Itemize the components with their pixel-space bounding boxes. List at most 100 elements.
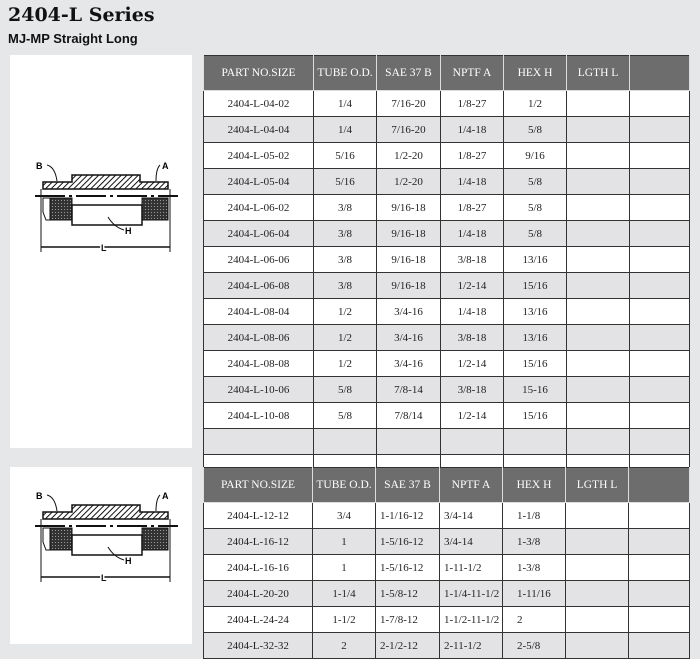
cell-hex-h: 15/16 xyxy=(503,272,567,299)
column-header-hex-h: HEX H xyxy=(502,467,566,503)
cell-extra xyxy=(629,272,690,299)
cell-length-l xyxy=(565,580,629,607)
column-header-length-l: LGTH L xyxy=(565,467,629,503)
cell-extra xyxy=(629,116,690,143)
cell-extra xyxy=(628,632,690,659)
cell-hex-h: 1-1/8 xyxy=(502,502,566,529)
table-row: 2404-L-06-06 3/8 9/16-18 3/8-18 13/16 xyxy=(203,246,690,273)
column-header-nptf-a: NPTF A xyxy=(440,55,504,91)
cell-part-no: 2404-L-08-04 xyxy=(203,298,314,325)
cell-part-no: 2404-L-16-16 xyxy=(203,554,313,581)
cell-hex-h: 5/8 xyxy=(503,116,567,143)
cell-length-l xyxy=(566,272,630,299)
cell-hex-h: 13/16 xyxy=(503,298,567,325)
label-b: B xyxy=(36,161,43,171)
column-header-sae-37-b: SAE 37 B xyxy=(376,55,441,91)
header-row: PART NO.SIZE TUBE O.D. SAE 37 B NPTF A HEX H… xyxy=(203,55,690,91)
cell-sae-37-b: 1/2-20 xyxy=(376,142,441,169)
cell-hex-h: 1/2 xyxy=(503,90,567,117)
cell-nptf-a: 1/2-14 xyxy=(440,402,504,429)
cell-part-no: 2404-L-12-12 xyxy=(203,502,313,529)
table-row: 2404-L-12-12 3/4 1-1/16-12 3/4-14 1-1/8 xyxy=(203,502,690,529)
cell-extra xyxy=(629,298,690,325)
label-h: H xyxy=(125,226,132,236)
column-header-part-no: PART NO.SIZE xyxy=(203,467,313,503)
cell-extra xyxy=(629,168,690,195)
table-row: 2404-L-06-02 3/8 9/16-18 1/8-27 5/8 xyxy=(203,194,690,221)
cell-hex-h: 2-5/8 xyxy=(502,632,566,659)
cell-length-l xyxy=(566,168,630,195)
cell-extra xyxy=(629,428,690,455)
cell-nptf-a: 1/8-27 xyxy=(440,90,504,117)
table-row: 2404-L-04-02 1/4 7/16-20 1/8-27 1/2 xyxy=(203,90,690,117)
column-header-extra xyxy=(629,55,690,91)
cell-extra xyxy=(628,554,690,581)
cell-nptf-a: 3/8-18 xyxy=(440,376,504,403)
cell-length-l xyxy=(565,632,629,659)
cell-extra xyxy=(629,194,690,221)
cell-part-no: 2404-L-05-04 xyxy=(203,168,314,195)
label-b: B xyxy=(36,491,43,501)
cell-nptf-a: 1/4-18 xyxy=(440,220,504,247)
cell-hex-h: 13/16 xyxy=(503,246,567,273)
cell-length-l xyxy=(566,142,630,169)
cell-length-l xyxy=(566,116,630,143)
cell-tube-od: 5/8 xyxy=(313,402,377,429)
cell-part-no: 2404-L-08-08 xyxy=(203,350,314,377)
cell-hex-h: 13/16 xyxy=(503,324,567,351)
cell-part-no: 2404-L-04-04 xyxy=(203,116,314,143)
label-a: A xyxy=(162,491,169,501)
cell-part-no: 2404-L-32-32 xyxy=(203,632,313,659)
column-header-hex-h: HEX H xyxy=(503,55,567,91)
cell-nptf-a: 3/8-18 xyxy=(440,246,504,273)
label-l: L xyxy=(101,573,107,583)
cell-tube-od: 1/4 xyxy=(313,90,377,117)
cell-extra xyxy=(629,142,690,169)
cell-sae-37-b: 9/16-18 xyxy=(376,246,441,273)
cell-sae-37-b: 7/8/14 xyxy=(376,402,441,429)
cell-sae-37-b: 3/4-16 xyxy=(376,324,441,351)
cell-hex-h: 15-16 xyxy=(503,376,567,403)
cell-extra xyxy=(629,324,690,351)
cell-tube-od: 2 xyxy=(312,632,376,659)
table-row: 2404-L-08-08 1/2 3/4-16 1/2-14 15/16 xyxy=(203,350,690,377)
cell-tube-od: 1 xyxy=(312,554,376,581)
page-title: 2404-L Series xyxy=(8,4,155,26)
cell-sae-37-b: 1-1/16-12 xyxy=(375,502,440,529)
cell-hex-h: 15/16 xyxy=(503,402,567,429)
cell-hex-h: 1-3/8 xyxy=(502,554,566,581)
cell-tube-od: 5/16 xyxy=(313,142,377,169)
cell-nptf-a xyxy=(440,428,504,455)
cell-length-l xyxy=(566,298,630,325)
cell-nptf-a: 1/2-14 xyxy=(440,350,504,377)
table-row: 2404-L-08-04 1/2 3/4-16 1/4-18 13/16 xyxy=(203,298,690,325)
cell-hex-h: 5/8 xyxy=(503,168,567,195)
cell-length-l xyxy=(566,90,630,117)
cell-hex-h: 9/16 xyxy=(503,142,567,169)
cell-length-l xyxy=(566,246,630,273)
table-row: 2404-L-06-08 3/8 9/16-18 1/2-14 15/16 xyxy=(203,272,690,299)
cell-nptf-a: 1/8-27 xyxy=(440,194,504,221)
table-row: 2404-L-05-02 5/16 1/2-20 1/8-27 9/16 xyxy=(203,142,690,169)
cell-part-no: 2404-L-10-06 xyxy=(203,376,314,403)
cell-tube-od: 3/8 xyxy=(313,194,377,221)
cell-nptf-a: 3/4-14 xyxy=(439,502,503,529)
cell-part-no: 2404-L-08-06 xyxy=(203,324,314,351)
column-header-tube-od: TUBE O.D. xyxy=(312,467,376,503)
fitting-diagram: B A H L xyxy=(35,491,178,585)
cell-tube-od: 5/8 xyxy=(313,376,377,403)
cell-nptf-a: 2-11-1/2 xyxy=(439,632,503,659)
column-header-length-l: LGTH L xyxy=(566,55,630,91)
cell-length-l xyxy=(565,554,629,581)
cell-length-l xyxy=(566,428,630,455)
cell-sae-37-b: 1-5/16-12 xyxy=(375,554,440,581)
cell-extra xyxy=(629,220,690,247)
cell-sae-37-b: 9/16-18 xyxy=(376,194,441,221)
cell-hex-h xyxy=(503,428,567,455)
cell-sae-37-b: 3/4-16 xyxy=(376,350,441,377)
parts-table-large: PART NO.SIZE TUBE O.D. SAE 37 B NPTF A HEX H… xyxy=(203,467,690,659)
parts-table-small: PART NO.SIZE TUBE O.D. SAE 37 B NPTF A HEX H… xyxy=(203,55,690,481)
page-subtitle: MJ-MP Straight Long xyxy=(8,31,138,46)
cell-extra xyxy=(628,606,690,633)
cell-extra xyxy=(629,246,690,273)
